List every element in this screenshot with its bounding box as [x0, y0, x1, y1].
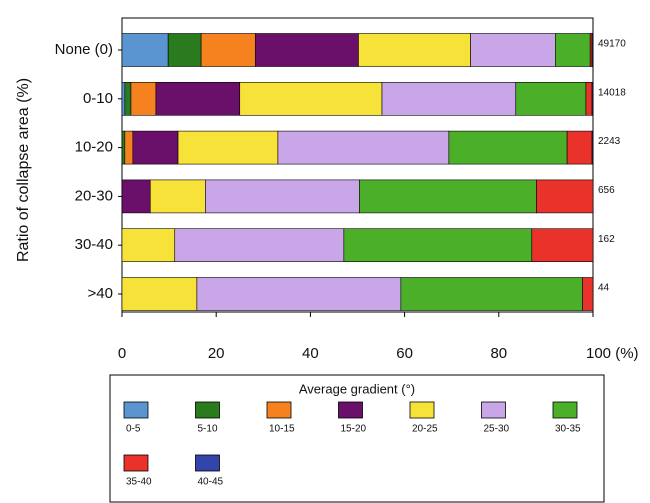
y-tick-label: 30-40 [75, 236, 113, 253]
bar-segment [400, 277, 583, 311]
bar-segment [200, 33, 256, 67]
bar-segment [358, 33, 471, 67]
bar-segment [124, 130, 134, 165]
bar-segment [121, 277, 198, 311]
bar-segment [205, 179, 360, 214]
bar-segment [121, 33, 169, 67]
legend-label: 15-20 [341, 424, 367, 435]
x-tick-label: 60 [396, 345, 413, 362]
bar-segment [515, 82, 587, 116]
legend-swatch [552, 401, 578, 419]
bar-segment [121, 130, 126, 165]
plot-frame [121, 17, 594, 313]
bar-segment [448, 130, 568, 165]
y-tick-label: 0-10 [83, 90, 113, 107]
legend-label: 25-30 [484, 424, 510, 435]
y-tick-label: >40 [88, 285, 113, 302]
legend-swatch [266, 401, 292, 419]
legend-title: Average gradient (°) [299, 381, 415, 396]
legend-swatch [195, 454, 220, 472]
bar-segment [130, 82, 157, 116]
y-tick-label: 20-30 [75, 187, 113, 204]
bar-segment [121, 228, 176, 262]
bar-segment [585, 82, 593, 116]
legend-label: 40-45 [198, 477, 224, 488]
bar-segment [343, 228, 533, 262]
bar-segment [591, 33, 594, 67]
bar-segment [177, 130, 279, 165]
bar-segment [531, 228, 594, 262]
bar-segment [254, 33, 359, 67]
bar-segment [124, 82, 132, 116]
bar-segment [591, 82, 594, 116]
bar-segment [359, 179, 537, 214]
y-tick-label: None (0) [55, 41, 113, 58]
legend-swatch [409, 401, 435, 419]
row-total: 656 [598, 185, 615, 196]
legend-swatch [123, 401, 149, 419]
legend-swatch [481, 401, 506, 419]
legend-label: 20-25 [412, 424, 438, 435]
legend-label: 5-10 [198, 424, 218, 435]
row-total: 14018 [598, 87, 626, 98]
bar-segment [591, 130, 594, 165]
legend-label: 0-5 [126, 424, 141, 435]
y-axis-title: Ratio of collapse area (%) [15, 78, 32, 262]
row-total: 44 [598, 283, 610, 294]
bar-segment [196, 277, 402, 311]
bar-segment [381, 82, 517, 116]
legend-frame [109, 374, 605, 503]
legend-label: 30-35 [555, 424, 581, 435]
bar-segment [470, 33, 556, 67]
legend-label: 10-15 [269, 424, 295, 435]
row-total: 2243 [598, 136, 621, 147]
x-tick-label: 0 [118, 345, 126, 362]
row-total: 162 [598, 234, 615, 245]
bar-segment [121, 179, 151, 214]
bar-segment [174, 228, 345, 262]
legend-swatch [123, 454, 149, 472]
legend-label: 35-40 [126, 477, 152, 488]
legend-swatch [195, 401, 220, 419]
bar-segment [132, 130, 179, 165]
y-tick-label: 10-20 [75, 139, 113, 156]
x-tick-label: 100 (%) [586, 345, 639, 362]
legend-swatch [338, 401, 363, 419]
bar-segment [155, 82, 241, 116]
row-total: 49170 [598, 39, 626, 50]
bar-segment [536, 179, 594, 214]
bar-segment [582, 277, 594, 311]
bar-segment [277, 130, 450, 165]
x-tick-label: 40 [302, 345, 319, 362]
bar-segment [149, 179, 206, 214]
bar-segment [239, 82, 383, 116]
bar-segment [566, 130, 593, 165]
bar-segment [167, 33, 202, 67]
bar-segment [121, 82, 126, 116]
x-tick-label: 80 [490, 345, 507, 362]
x-tick-label: 20 [208, 345, 225, 362]
bar-segment [555, 33, 591, 67]
